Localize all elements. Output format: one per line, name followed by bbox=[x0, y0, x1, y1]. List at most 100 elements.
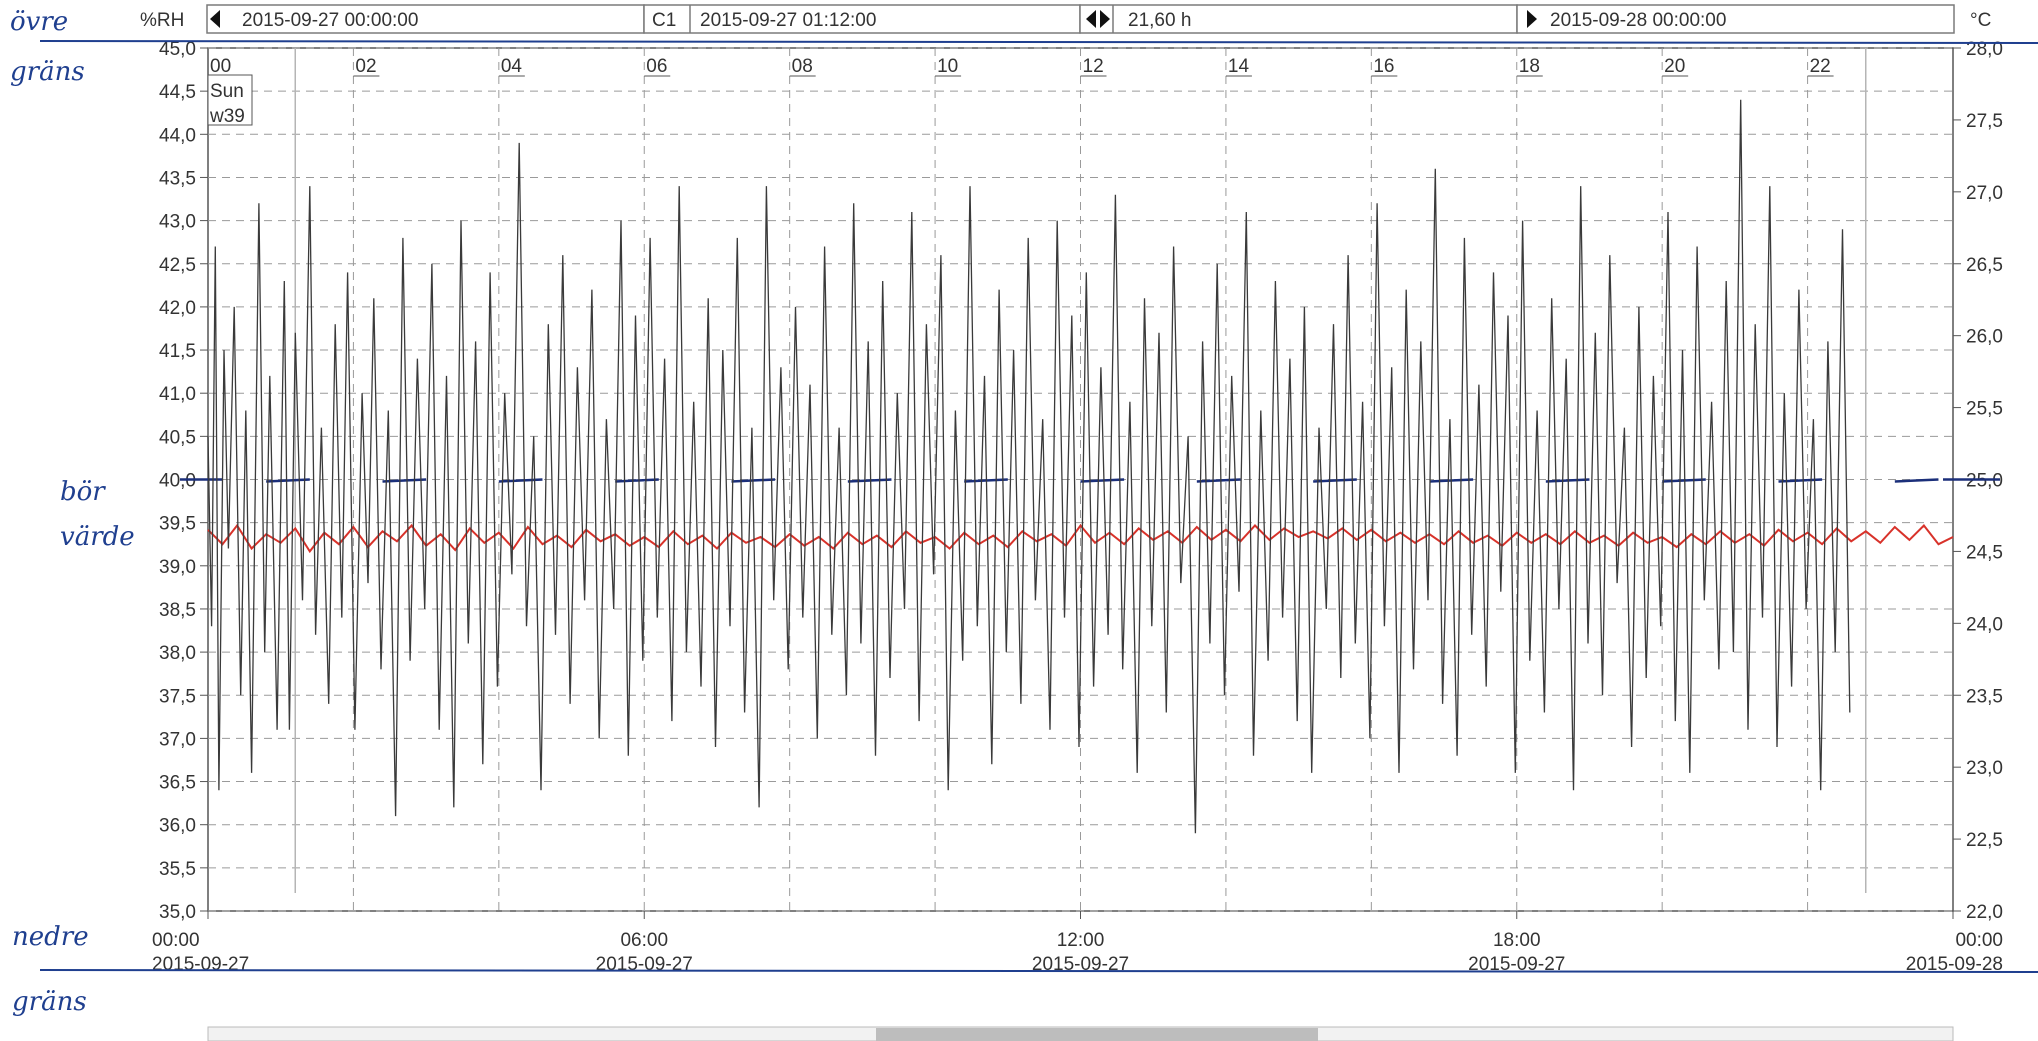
left-tick-label: 41,0 bbox=[159, 384, 196, 405]
day-box-frame bbox=[207, 74, 253, 126]
end-time-value: 2015-09-28 00:00:00 bbox=[1550, 10, 1726, 31]
right-tick-label: 26,5 bbox=[1966, 255, 2003, 276]
left-tick-label: 44,5 bbox=[159, 82, 196, 103]
humidity-series bbox=[207, 99, 1851, 834]
right-tick-label: 23,5 bbox=[1966, 686, 2003, 707]
right-tick-label: 22,5 bbox=[1966, 830, 2003, 851]
series-layer bbox=[180, 48, 2000, 893]
left-tick-label: 42,5 bbox=[159, 255, 196, 276]
left-tick-label: 35,5 bbox=[159, 859, 196, 880]
setpoint-mark bbox=[847, 478, 892, 483]
left-tick-label: 38,0 bbox=[159, 643, 196, 664]
scrollbar[interactable] bbox=[207, 1026, 1954, 1041]
lower-limit-note: nedre gräns bbox=[12, 922, 89, 1017]
setpoint-mark bbox=[1196, 478, 1241, 483]
arrow-left-icon[interactable] bbox=[210, 10, 220, 28]
start-time-field[interactable] bbox=[206, 4, 645, 34]
left-axis: 35,0 35,5 36,0 36,5 37,0 37,5 38,0 38,5 39,0 39,5… bbox=[159, 39, 208, 923]
hour-label: 18 bbox=[1519, 56, 1540, 77]
left-tick-label: 42,0 bbox=[159, 298, 196, 319]
cursor-label: C1 bbox=[652, 10, 676, 31]
right-tick-label: 23,0 bbox=[1966, 758, 2003, 779]
left-tick-label: 44,0 bbox=[159, 125, 196, 146]
right-tick-label: 24,0 bbox=[1966, 614, 2003, 635]
left-tick-label: 40,0 bbox=[159, 471, 196, 492]
left-tick-label: 39,5 bbox=[159, 514, 196, 535]
x-tick-date: 2015-09-27 bbox=[1468, 954, 1565, 975]
upper-limit-note: övre gräns bbox=[10, 7, 85, 87]
handwritten-annotations: övre gräns bör värde nedre gräns bbox=[10, 7, 2038, 1017]
lower-limit-line bbox=[39, 969, 2038, 973]
day-label: Sun bbox=[210, 81, 244, 102]
setpoint-mark bbox=[266, 478, 310, 483]
left-tick-label: 45,0 bbox=[159, 39, 196, 60]
right-tick-label: 25,0 bbox=[1966, 471, 2003, 492]
x-tick-date: 2015-09-27 bbox=[152, 954, 249, 975]
left-tick-label: 39,0 bbox=[159, 557, 196, 578]
right-unit-label: °C bbox=[1970, 10, 1991, 31]
start-time-value: 2015-09-27 00:00:00 bbox=[242, 10, 418, 31]
setpoint-mark bbox=[1313, 478, 1357, 483]
right-tick-label: 27,0 bbox=[1966, 183, 2003, 204]
arrow-right-icon[interactable] bbox=[1527, 10, 1537, 28]
x-tick-time: 00:00 bbox=[152, 930, 200, 951]
hour-label: 14 bbox=[1228, 56, 1250, 77]
grid bbox=[207, 47, 1954, 912]
left-tick-label: 38,5 bbox=[159, 600, 196, 621]
hour-label: 20 bbox=[1664, 56, 1685, 77]
hour-label: 00 bbox=[210, 56, 231, 77]
right-tick-label: 22,0 bbox=[1966, 902, 2003, 923]
x-tick-time: 06:00 bbox=[620, 930, 668, 951]
left-tick-label: 36,0 bbox=[159, 816, 196, 837]
x-tick-time: 12:00 bbox=[1057, 930, 1105, 951]
x-tick-time: 18:00 bbox=[1493, 930, 1541, 951]
left-tick-label: 40,5 bbox=[159, 427, 196, 448]
right-tick-label: 26,0 bbox=[1966, 327, 2003, 348]
right-tick-label: 28,0 bbox=[1966, 39, 2003, 60]
cursor-time-value: 2015-09-27 01:12:00 bbox=[700, 10, 876, 31]
span-right-icon[interactable] bbox=[1100, 10, 1110, 28]
hour-labels: 00 02 04 06 08 10 12 14 16 18 20 22 bbox=[208, 56, 1834, 77]
hour-label: 08 bbox=[792, 56, 813, 77]
setpoint-mark bbox=[1662, 478, 1706, 483]
hour-label: 06 bbox=[646, 56, 667, 77]
week-label: w39 bbox=[209, 106, 245, 127]
span-left-icon[interactable] bbox=[1086, 10, 1096, 28]
left-tick-label: 43,0 bbox=[159, 212, 196, 233]
right-tick-label: 25,5 bbox=[1966, 399, 2003, 420]
cursor-field[interactable] bbox=[643, 4, 1081, 34]
setpoint-mark bbox=[1894, 478, 1939, 483]
target-value-note: bör värde bbox=[60, 477, 135, 552]
left-tick-label: 36,5 bbox=[159, 773, 196, 794]
day-box: Sun w39 bbox=[207, 74, 253, 127]
span-value: 21,60 h bbox=[1128, 10, 1191, 31]
end-time-field[interactable] bbox=[1516, 4, 1955, 34]
x-tick-date: 2015-09-27 bbox=[1032, 954, 1129, 975]
left-tick-label: 41,5 bbox=[159, 341, 196, 362]
hour-label: 04 bbox=[501, 56, 523, 77]
x-tick-date: 2015-09-28 bbox=[1906, 954, 2003, 975]
scrollbar-thumb[interactable] bbox=[876, 1028, 1318, 1041]
left-tick-label: 37,5 bbox=[159, 686, 196, 707]
left-unit-label: %RH bbox=[140, 10, 184, 31]
hour-label: 02 bbox=[355, 56, 376, 77]
left-tick-label: 43,5 bbox=[159, 168, 196, 189]
right-axis: 22,0 22,5 23,0 23,5 24,0 24,5 25,0 25,5 26,0 26,5… bbox=[1953, 39, 2003, 923]
toolbar: %RH 2015-09-27 00:00:00 C1 2015-09-27 01… bbox=[140, 4, 1991, 34]
x-axis: 00:00 2015-09-27 06:00 2015-09-27 12:00 2015-… bbox=[152, 911, 2003, 975]
upper-limit-line bbox=[39, 40, 2038, 44]
hour-label: 22 bbox=[1810, 56, 1831, 77]
x-tick-date: 2015-09-27 bbox=[596, 954, 693, 975]
span-field[interactable] bbox=[1079, 4, 1518, 34]
right-tick-label: 27,5 bbox=[1966, 111, 2003, 132]
setpoint-mark bbox=[1080, 478, 1125, 483]
left-tick-label: 35,0 bbox=[159, 902, 196, 923]
hour-label: 10 bbox=[937, 56, 958, 77]
hour-label: 16 bbox=[1373, 56, 1394, 77]
hour-label: 12 bbox=[1083, 56, 1104, 77]
setpoint-mark bbox=[615, 478, 659, 483]
right-tick-label: 24,5 bbox=[1966, 542, 2003, 563]
left-tick-label: 37,0 bbox=[159, 729, 196, 750]
x-tick-time: 00:00 bbox=[1955, 930, 2003, 951]
